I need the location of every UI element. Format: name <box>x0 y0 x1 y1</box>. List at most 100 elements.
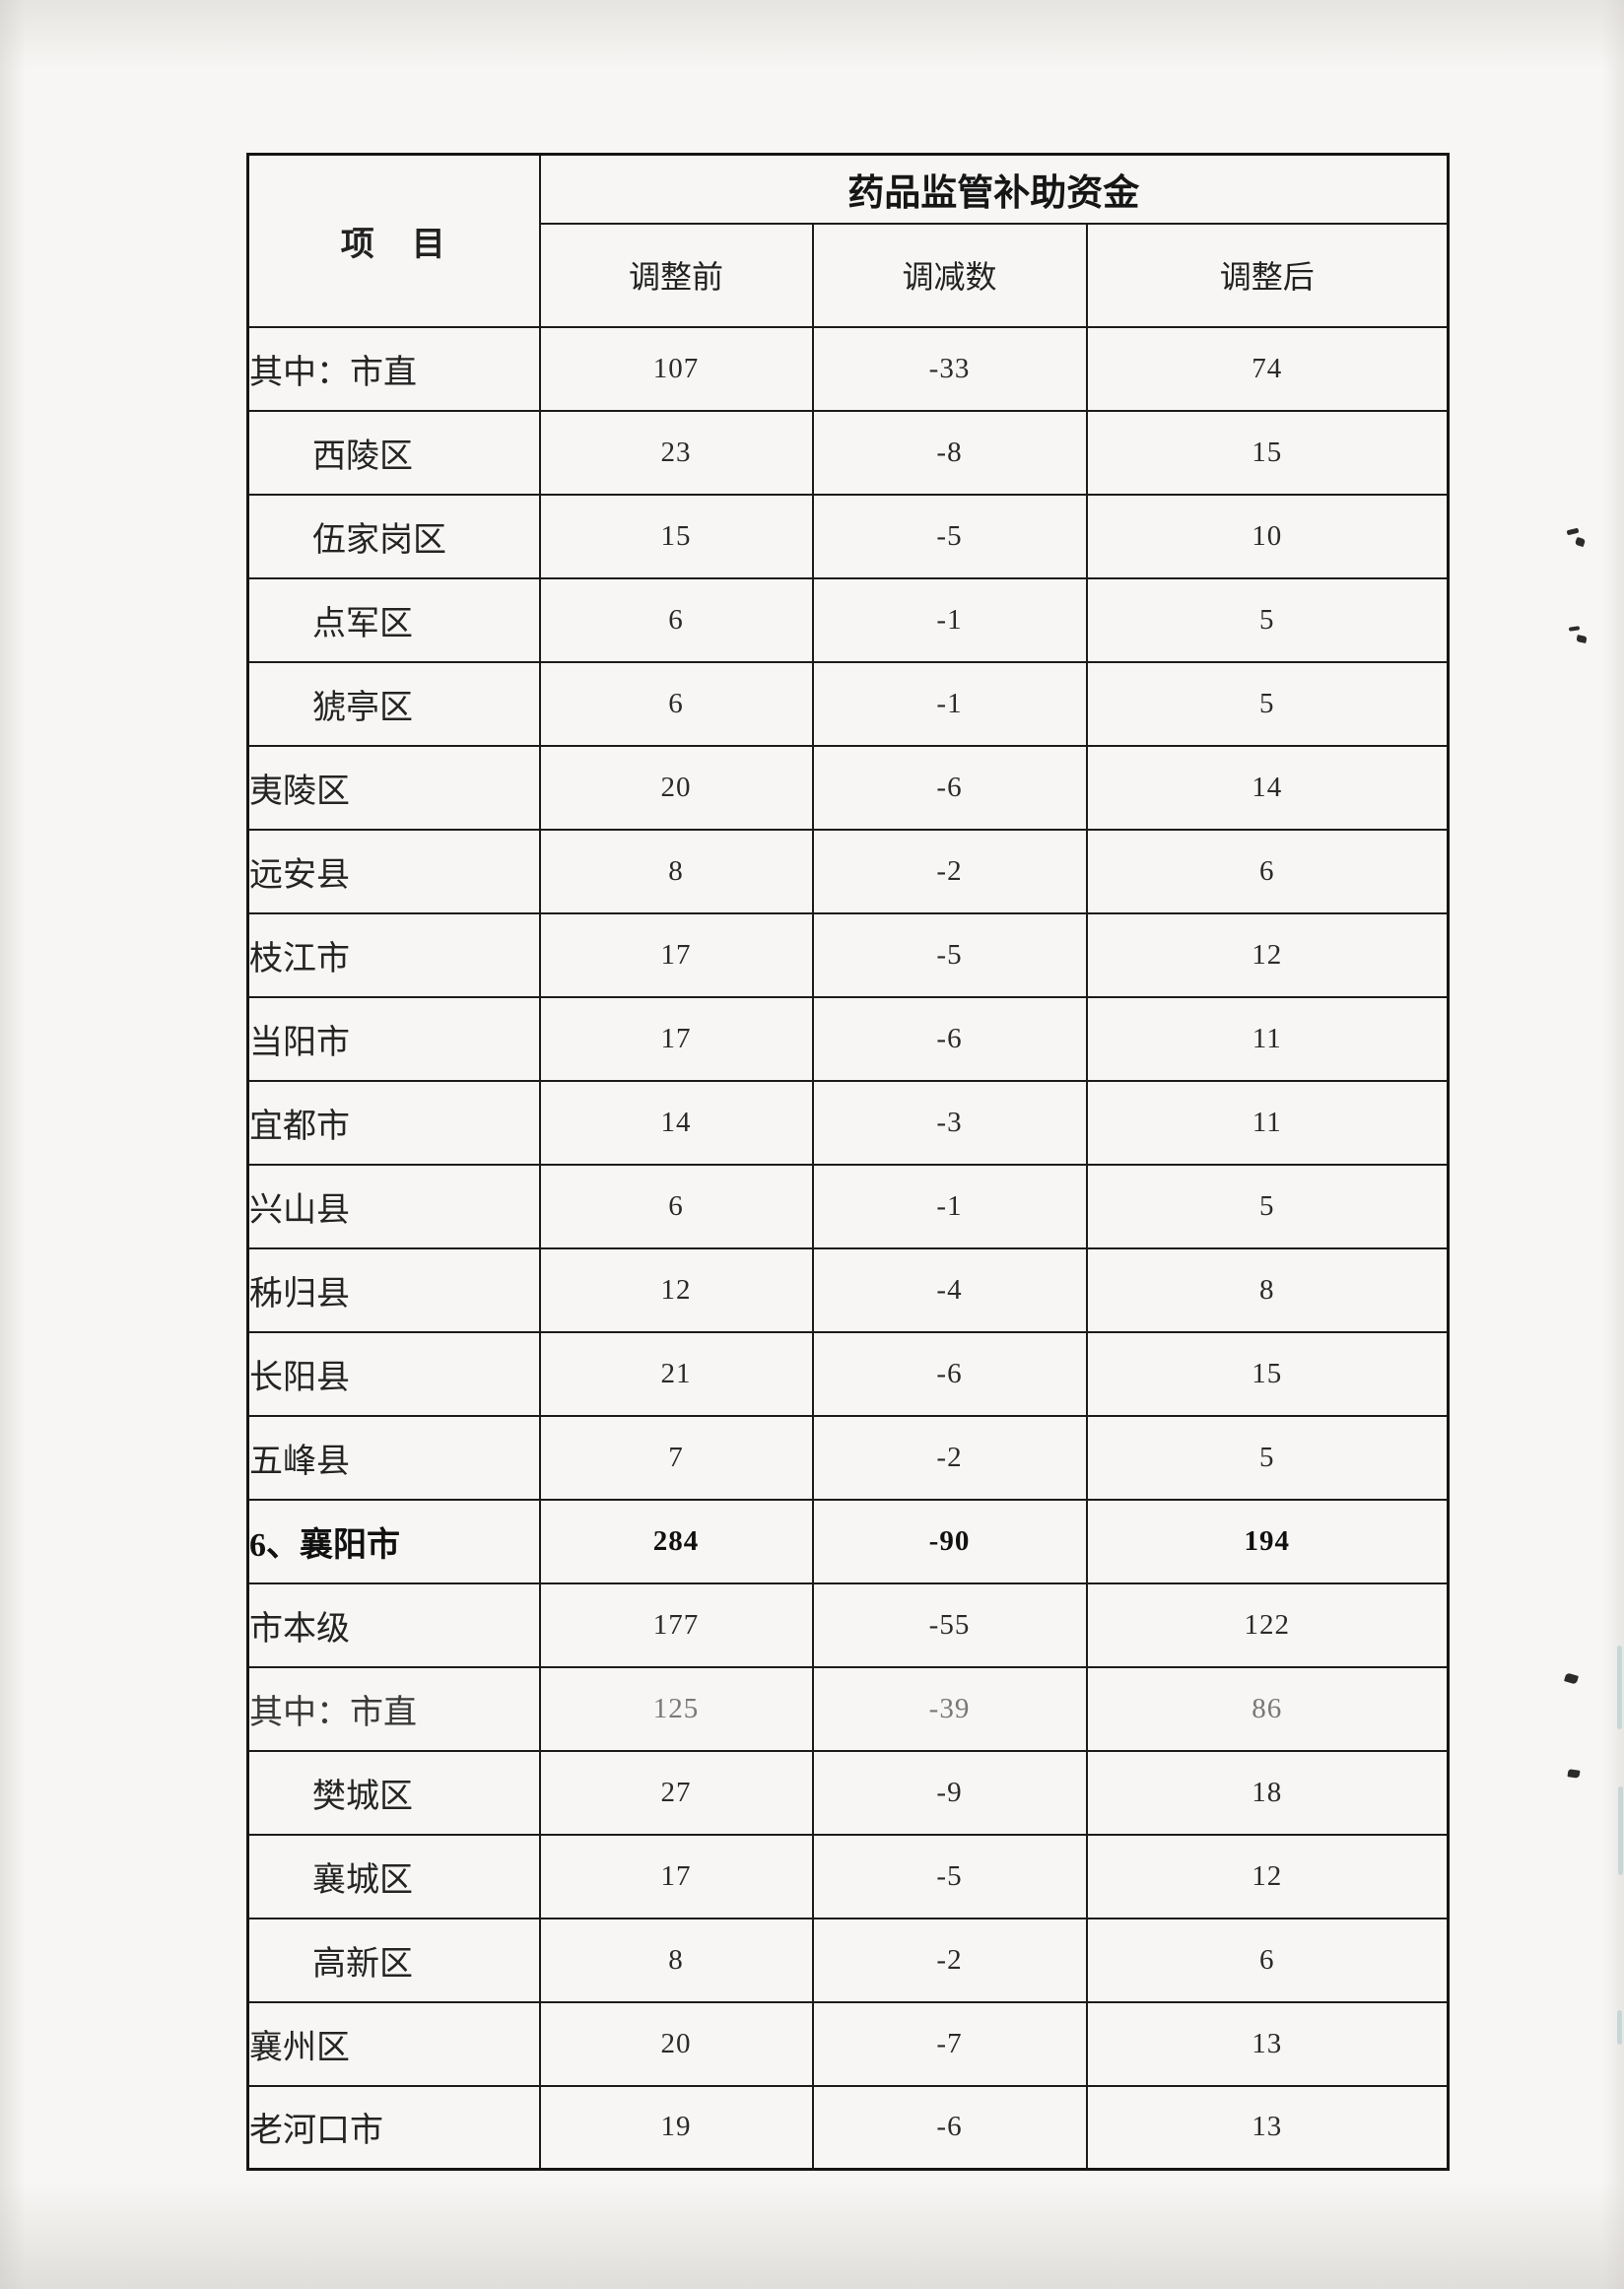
after-value-cell: 122 <box>1085 1582 1450 1668</box>
after-value-cell: 6 <box>1085 828 1450 914</box>
reduction-value-cell: -6 <box>811 2084 1088 2171</box>
after-value-cell: 18 <box>1085 1749 1450 1836</box>
subheader-after-adjustment: 调整后 <box>1085 222 1450 328</box>
reduction-value-cell: -2 <box>811 1917 1088 2003</box>
after-value-cell: 5 <box>1085 1163 1450 1249</box>
after-value-cell: 14 <box>1085 744 1450 831</box>
reduction-value-cell: -1 <box>811 1163 1088 1249</box>
paper-shading-right <box>1602 0 1624 2289</box>
item-cell: 兴山县 <box>246 1163 541 1249</box>
scan-edge-streak <box>1618 1786 1623 1875</box>
table-row: 五峰县 7 -2 5 <box>246 1414 1450 1501</box>
table-row: 其中：市直 125 -39 86 <box>246 1665 1450 1752</box>
table-row: 猇亭区 6 -1 5 <box>246 660 1450 747</box>
reduction-value-cell: -39 <box>811 1665 1088 1752</box>
item-cell: 宜都市 <box>246 1079 541 1166</box>
before-value-cell: 107 <box>538 325 814 412</box>
item-cell: 西陵区 <box>246 409 541 496</box>
reduction-value-cell: -6 <box>811 995 1088 1082</box>
item-cell: 老河口市 <box>246 2084 541 2171</box>
after-value-cell: 10 <box>1085 493 1450 579</box>
after-value-cell: 12 <box>1085 911 1450 998</box>
paper-shading-bottom <box>0 2181 1624 2289</box>
before-value-cell: 8 <box>538 1917 814 2003</box>
paper-shading-left <box>0 0 26 2289</box>
before-value-cell: 17 <box>538 911 814 998</box>
before-value-cell: 14 <box>538 1079 814 1166</box>
after-value-cell: 15 <box>1085 1330 1450 1417</box>
item-cell: 其中：市直 <box>246 1665 541 1752</box>
item-cell: 襄城区 <box>246 1833 541 1919</box>
reduction-value-cell: -5 <box>811 1833 1088 1919</box>
before-value-cell: 6 <box>538 576 814 663</box>
table-row: 市本级 177 -55 122 <box>246 1582 1450 1668</box>
group-column-header: 药品监管补助资金 <box>538 153 1450 225</box>
table-row: 枝江市 17 -5 12 <box>246 911 1450 998</box>
before-value-cell: 6 <box>538 1163 814 1249</box>
table-row: 夷陵区 20 -6 14 <box>246 744 1450 831</box>
item-cell: 伍家岗区 <box>246 493 541 579</box>
before-value-cell: 12 <box>538 1246 814 1333</box>
item-cell: 猇亭区 <box>246 660 541 747</box>
table-row: 秭归县 12 -4 8 <box>246 1246 1450 1333</box>
subsidy-table: 项 目 药品监管补助资金 调整前 调减数 调整后 其中：市直 107 -33 7… <box>246 153 1450 2171</box>
reduction-value-cell: -5 <box>811 911 1088 998</box>
after-value-cell: 13 <box>1085 2000 1450 2087</box>
item-cell: 6、襄阳市 <box>246 1498 541 1584</box>
before-value-cell: 21 <box>538 1330 814 1417</box>
item-cell: 枝江市 <box>246 911 541 998</box>
table-row: 高新区 8 -2 6 <box>246 1917 1450 2003</box>
ink-speck <box>1574 536 1587 548</box>
after-value-cell: 11 <box>1085 995 1450 1082</box>
item-cell: 襄州区 <box>246 2000 541 2087</box>
table-row: 西陵区 23 -8 15 <box>246 409 1450 496</box>
table-row: 兴山县 6 -1 5 <box>246 1163 1450 1249</box>
subheader-reduction: 调减数 <box>811 222 1088 328</box>
before-value-cell: 125 <box>538 1665 814 1752</box>
item-cell: 点军区 <box>246 576 541 663</box>
before-value-cell: 177 <box>538 1582 814 1668</box>
after-value-cell: 15 <box>1085 409 1450 496</box>
scan-edge-streak <box>1617 2010 1622 2045</box>
item-cell: 长阳县 <box>246 1330 541 1417</box>
after-value-cell: 12 <box>1085 1833 1450 1919</box>
item-cell: 樊城区 <box>246 1749 541 1836</box>
reduction-value-cell: -7 <box>811 2000 1088 2087</box>
before-value-cell: 6 <box>538 660 814 747</box>
item-cell: 其中：市直 <box>246 325 541 412</box>
before-value-cell: 17 <box>538 1833 814 1919</box>
table-row: 伍家岗区 15 -5 10 <box>246 493 1450 579</box>
after-value-cell: 5 <box>1085 1414 1450 1501</box>
subheader-before-adjustment: 调整前 <box>538 222 814 328</box>
after-value-cell: 194 <box>1085 1498 1450 1584</box>
item-cell: 高新区 <box>246 1917 541 2003</box>
ink-speck <box>1568 626 1581 632</box>
before-value-cell: 15 <box>538 493 814 579</box>
table-header: 项 目 药品监管补助资金 调整前 调减数 调整后 <box>246 153 1450 328</box>
table-row: 樊城区 27 -9 18 <box>246 1749 1450 1836</box>
table-row: 襄城区 17 -5 12 <box>246 1833 1450 1919</box>
after-value-cell: 6 <box>1085 1917 1450 2003</box>
reduction-value-cell: -1 <box>811 576 1088 663</box>
table-row: 老河口市 19 -6 13 <box>246 2084 1450 2171</box>
table-row: 其中：市直 107 -33 74 <box>246 325 1450 412</box>
before-value-cell: 20 <box>538 744 814 831</box>
table-row: 点军区 6 -1 5 <box>246 576 1450 663</box>
reduction-value-cell: -5 <box>811 493 1088 579</box>
table-row: 宜都市 14 -3 11 <box>246 1079 1450 1166</box>
after-value-cell: 5 <box>1085 576 1450 663</box>
scan-edge-streak <box>1617 1646 1622 1729</box>
paper-shading-top <box>0 0 1624 69</box>
reduction-value-cell: -1 <box>811 660 1088 747</box>
table-row: 远安县 8 -2 6 <box>246 828 1450 914</box>
table-row: 襄州区 20 -7 13 <box>246 2000 1450 2087</box>
after-value-cell: 8 <box>1085 1246 1450 1333</box>
reduction-value-cell: -9 <box>811 1749 1088 1836</box>
reduction-value-cell: -2 <box>811 828 1088 914</box>
ink-speck <box>1564 1672 1579 1685</box>
before-value-cell: 284 <box>538 1498 814 1584</box>
after-value-cell: 86 <box>1085 1665 1450 1752</box>
before-value-cell: 8 <box>538 828 814 914</box>
reduction-value-cell: -6 <box>811 744 1088 831</box>
